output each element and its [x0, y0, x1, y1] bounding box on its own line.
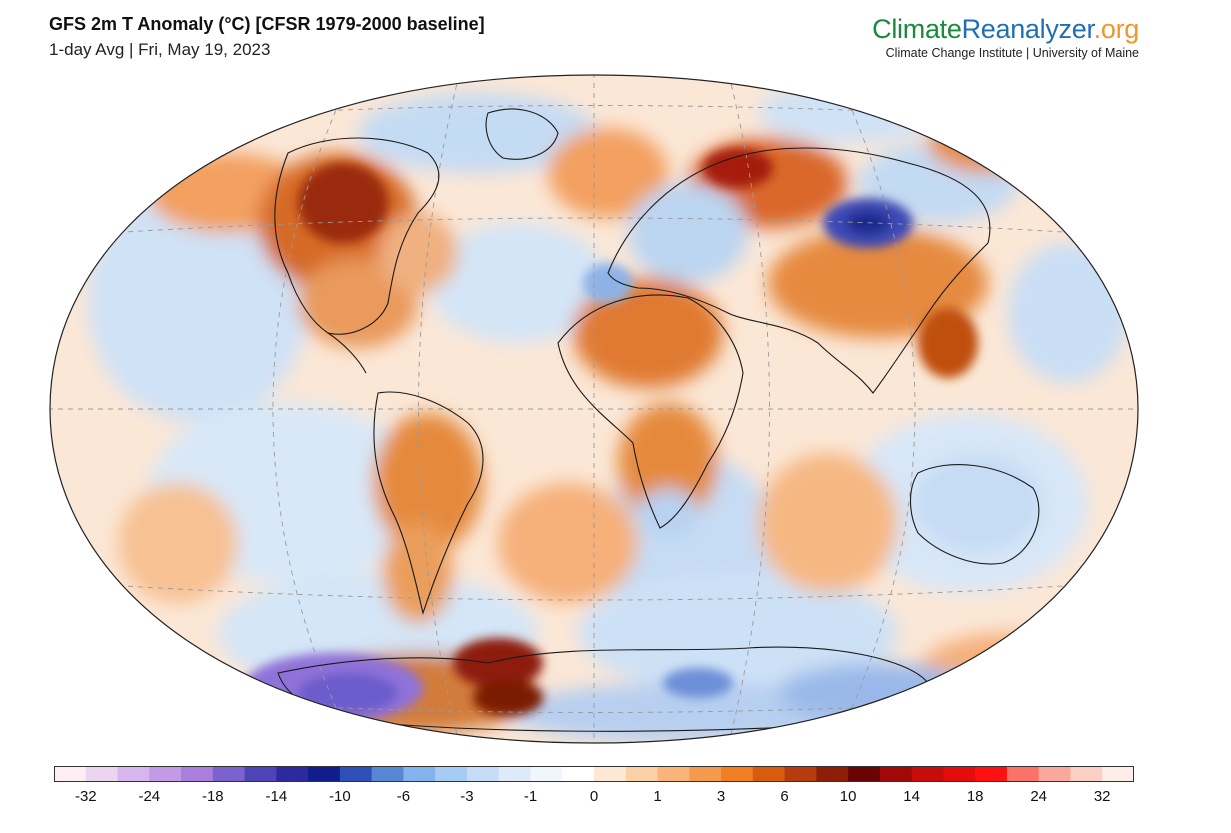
colorbar-swatch	[530, 766, 563, 782]
graticule	[50, 75, 1138, 743]
colorbar-swatch	[339, 766, 373, 782]
colorbar-swatch	[403, 766, 436, 782]
colorbar-swatch	[911, 766, 944, 782]
colorbar-labels: -32 -24 -18 -14 -10 -6 -3 -1 0 1 3 6 10 14 18 24 32	[54, 788, 1134, 812]
map-subtitle: 1-day Avg | Fri, May 19, 2023	[49, 40, 271, 59]
colorbar-tick-label: 18	[966, 788, 984, 805]
colorbar-swatch	[1102, 766, 1134, 782]
colorbar-border	[54, 766, 1134, 782]
colorbar-tick-label: -14	[265, 788, 288, 805]
colorbar-swatch	[371, 766, 404, 782]
colorbar-swatch	[594, 766, 627, 782]
colorbar-swatch	[85, 766, 119, 782]
colorbar-tick-label: 32	[1093, 788, 1111, 805]
coastlines	[274, 108, 1040, 732]
colorbar-swatch	[1038, 766, 1071, 782]
colorbar-swatch	[149, 766, 182, 782]
map-title: GFS 2m T Anomaly (°C) [CFSR 1979-2000 ba…	[49, 14, 485, 34]
colorbar-swatch	[752, 766, 786, 782]
colorbar-swatch	[721, 766, 754, 782]
colorbar-tick-label: 14	[903, 788, 920, 805]
brand-part-climate: Climate	[872, 14, 962, 44]
colorbar-swatch	[54, 766, 87, 782]
brand-logo: ClimateReanalyzer.org Climate Change Ins…	[872, 14, 1139, 60]
brand-tagline: Climate Change Institute | University of…	[885, 46, 1139, 60]
colorbar-swatch	[562, 766, 595, 782]
brand-part-reanalyzer: Reanalyzer	[961, 14, 1094, 44]
colorbar-swatch	[975, 766, 1008, 782]
colorbar-tick-label: -24	[138, 788, 161, 805]
colorbar-swatch	[212, 766, 246, 782]
colorbar-swatch	[435, 766, 468, 782]
colorbar-tick-label: -32	[74, 788, 97, 805]
colorbar-swatch	[848, 766, 881, 782]
colorbar-swatch	[308, 766, 341, 782]
world-anomaly-map	[49, 74, 1139, 744]
colorbar-tick-label: -18	[201, 788, 224, 805]
colorbar-swatch	[1006, 766, 1040, 782]
colorbar-tick-label: 3	[716, 788, 726, 805]
colorbar-swatch	[117, 766, 150, 782]
colorbar-swatch	[276, 766, 309, 782]
colorbar-swatch	[879, 766, 913, 782]
colorbar-tick-label: 0	[589, 788, 599, 805]
colorbar-tick-label: -6	[396, 788, 411, 805]
colorbar-swatch	[181, 766, 214, 782]
colorbar-swatch	[625, 766, 659, 782]
colorbar-swatch	[657, 766, 690, 782]
colorbar-tick-label: -10	[329, 788, 351, 805]
colorbar-tick-label: -3	[460, 788, 474, 805]
colorbar-swatch	[784, 766, 817, 782]
colorbar-tick-label: 10	[839, 788, 857, 805]
colorbar-tick-label: -1	[523, 788, 538, 805]
colorbar-tick-label: 6	[780, 788, 789, 805]
colorbar-swatch	[498, 766, 531, 782]
colorbar-swatch	[689, 766, 722, 782]
colorbar-swatch	[466, 766, 500, 782]
globe-outline	[49, 74, 1139, 744]
colorbar-swatch	[1070, 766, 1103, 782]
colorbar-swatch	[943, 766, 976, 782]
colorbar-tick-label: 24	[1030, 788, 1048, 805]
colorbar-swatch	[244, 766, 277, 782]
brand-part-org: .org	[1093, 14, 1140, 44]
brand-wordmark: ClimateReanalyzer.org	[872, 14, 1139, 44]
colorbar	[54, 766, 1134, 782]
colorbar-tick-label: 1	[653, 788, 662, 805]
colorbar-swatch	[816, 766, 849, 782]
